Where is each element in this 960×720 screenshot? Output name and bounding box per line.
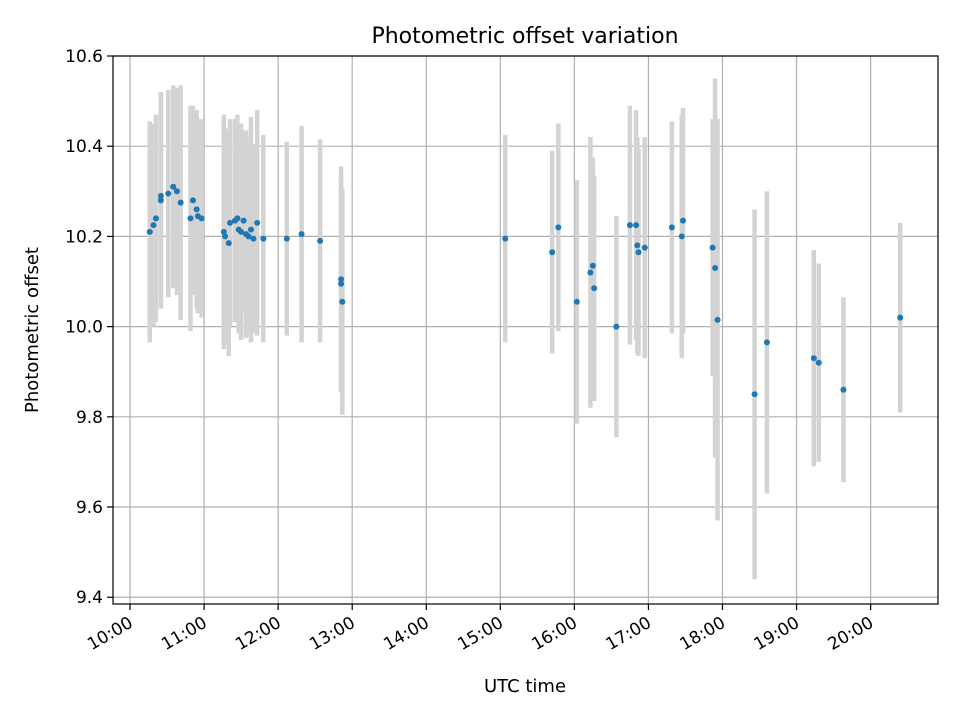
data-point [641, 244, 648, 251]
data-point [815, 359, 822, 366]
plot-frame [112, 55, 939, 605]
data-point [234, 215, 241, 222]
data-point [810, 355, 817, 362]
grid-lines [113, 55, 938, 604]
y-tick-label: 10.6 [65, 47, 103, 67]
data-point [587, 269, 594, 276]
y-axis-ticks: 9.4 9.6 9.8 10.0 10.2 10.4 10.6 [65, 47, 113, 608]
data-point [549, 249, 556, 256]
y-tick-label: 9.6 [76, 498, 103, 518]
data-point [626, 222, 633, 229]
data-point [591, 285, 598, 292]
data-point [173, 188, 180, 195]
data-point [338, 276, 345, 283]
data-point [220, 228, 227, 235]
data-point [502, 235, 509, 242]
data-point [840, 386, 847, 393]
data-point [613, 323, 620, 330]
data-point [157, 192, 164, 199]
data-point [634, 242, 641, 249]
data-point [170, 183, 177, 190]
data-point [317, 237, 324, 244]
data-point [679, 217, 686, 224]
data-point [165, 190, 172, 197]
data-point [633, 222, 640, 229]
data-point [668, 224, 675, 231]
data-point [222, 233, 229, 240]
data-point [555, 224, 562, 231]
data-point [897, 314, 904, 321]
data-point [714, 316, 721, 323]
data-point [260, 235, 267, 242]
data-point [247, 226, 254, 233]
data-point [589, 262, 596, 269]
data-point [254, 219, 261, 226]
data-point [635, 249, 642, 256]
data-point [283, 235, 290, 242]
data-point [225, 240, 232, 247]
data-point [187, 215, 194, 222]
data-point [227, 219, 234, 226]
data-point [298, 231, 305, 238]
data-point [198, 215, 205, 222]
data-point [712, 264, 719, 271]
chart-title: Photometric offset variation [371, 24, 678, 49]
y-axis-label: Photometric offset [22, 247, 43, 413]
data-point [339, 298, 346, 305]
y-tick-label: 10.4 [65, 137, 103, 157]
data-point [338, 280, 345, 287]
data-point [150, 222, 157, 229]
data-point [573, 298, 580, 305]
data-point [678, 233, 685, 240]
data-point [152, 215, 159, 222]
data-point [240, 217, 247, 224]
y-tick-label: 9.4 [76, 588, 103, 608]
data-point [189, 197, 196, 204]
data-point [709, 244, 716, 251]
data-point [763, 339, 770, 346]
x-axis-label: UTC time [484, 676, 566, 697]
data-point [751, 391, 758, 398]
data-point [177, 199, 184, 206]
y-tick-label: 10.2 [65, 227, 103, 247]
data-point [146, 228, 153, 235]
y-tick-label: 10.0 [65, 318, 103, 338]
data-point [238, 228, 245, 235]
data-point [193, 206, 200, 213]
y-tick-label: 9.8 [76, 408, 103, 428]
data-points [146, 183, 904, 398]
data-point [157, 197, 164, 204]
data-point [250, 235, 257, 242]
data-point [245, 233, 252, 240]
